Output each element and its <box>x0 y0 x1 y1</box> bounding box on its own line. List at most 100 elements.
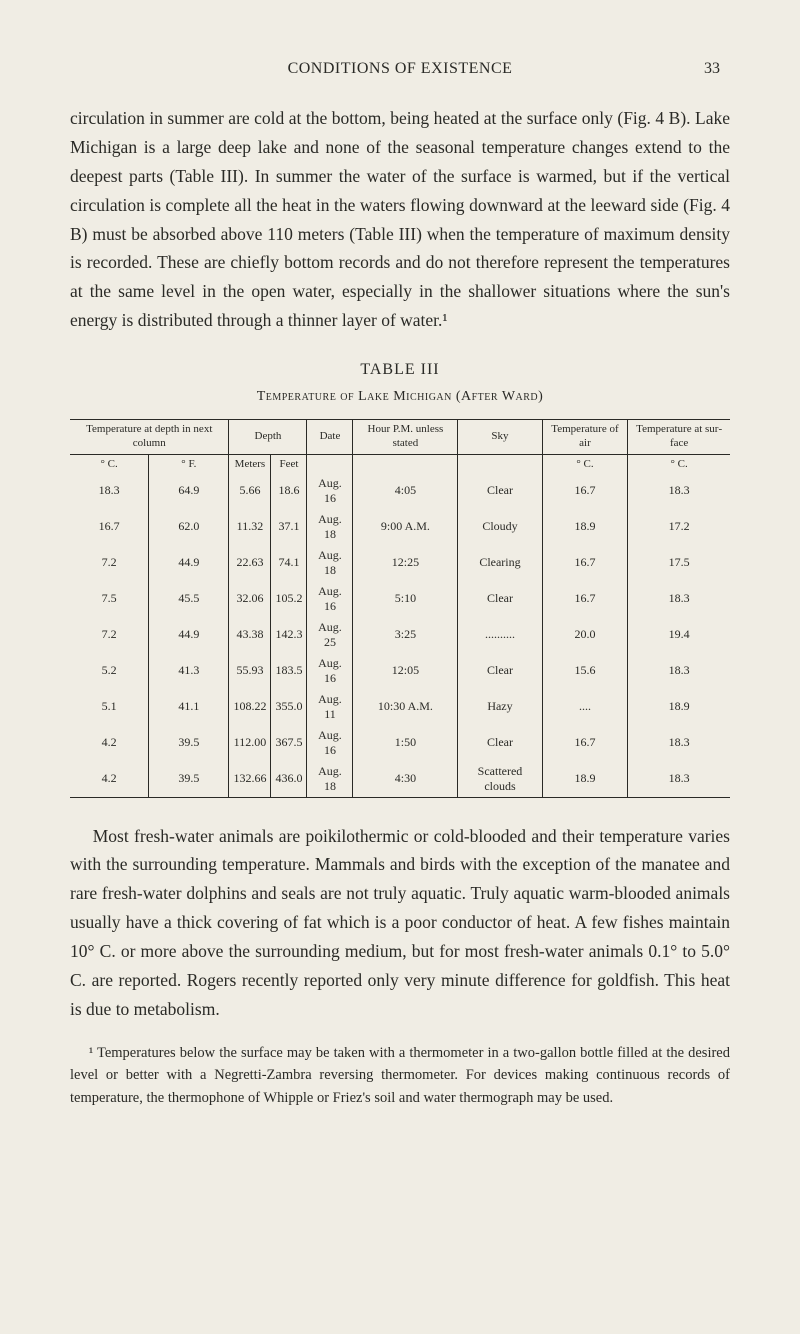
table-header-row: Temperature at depth in next column Dept… <box>70 420 730 455</box>
table-cell: 17.2 <box>628 509 730 545</box>
table-cell: 12:05 <box>353 653 458 689</box>
th-depth: Depth <box>229 420 307 455</box>
table-cell: 62.0 <box>149 509 229 545</box>
unit-meters: Meters <box>229 454 271 473</box>
table-cell: 44.9 <box>149 617 229 653</box>
table-cell: 367.5 <box>271 725 307 761</box>
table-cell: Clear <box>458 581 542 617</box>
table-cell: 4.2 <box>70 725 149 761</box>
table-cell: 18.3 <box>628 581 730 617</box>
table-cell: 39.5 <box>149 761 229 798</box>
table-cell: 16.7 <box>542 581 628 617</box>
table-cell: 16.7 <box>70 509 149 545</box>
table-row: 7.244.922.6374.1Aug. 1812:25Clearing16.7… <box>70 545 730 581</box>
table-cell: 7.2 <box>70 617 149 653</box>
table-cell: 5.1 <box>70 689 149 725</box>
table-cell: 10:30 A.M. <box>353 689 458 725</box>
table-cell: Aug. 11 <box>307 689 353 725</box>
th-hour: Hour P.M. unless stated <box>353 420 458 455</box>
table-cell: 37.1 <box>271 509 307 545</box>
table-cell: 18.3 <box>628 761 730 798</box>
units-row: ° C. ° F. Meters Feet ° C. ° C. <box>70 454 730 473</box>
table-cell: 16.7 <box>542 473 628 509</box>
table-cell: 5:10 <box>353 581 458 617</box>
table-cell: 355.0 <box>271 689 307 725</box>
paragraph-2: Most fresh-water animals are poikilother… <box>70 822 730 1024</box>
table-cell: Clear <box>458 473 542 509</box>
table-cell: 4:05 <box>353 473 458 509</box>
table-cell: 12:25 <box>353 545 458 581</box>
table-cell: 22.63 <box>229 545 271 581</box>
unit-c1: ° C. <box>70 454 149 473</box>
unit-f1: ° F. <box>149 454 229 473</box>
table-row: 7.244.943.38142.3Aug. 253:25..........20… <box>70 617 730 653</box>
running-head: CONDITIONS OF EXISTENCE 33 <box>70 60 730 78</box>
table-cell: Aug. 18 <box>307 761 353 798</box>
table-subtitle: Temperature of Lake Michigan (After Ward… <box>70 389 730 405</box>
th-temp-surf: Tem­perature at sur­face <box>628 420 730 455</box>
table-cell: 11.32 <box>229 509 271 545</box>
unit-hour-blank <box>353 454 458 473</box>
table-cell: Aug. 16 <box>307 725 353 761</box>
table-cell: Cloudy <box>458 509 542 545</box>
table-cell: 19.4 <box>628 617 730 653</box>
paragraph-1: circulation in summer are cold at the bo… <box>70 104 730 335</box>
unit-c3: ° C. <box>628 454 730 473</box>
table-cell: 18.9 <box>628 689 730 725</box>
table-cell: 112.00 <box>229 725 271 761</box>
table-cell: 43.38 <box>229 617 271 653</box>
table-cell: 18.3 <box>628 653 730 689</box>
th-sky: Sky <box>458 420 542 455</box>
table-cell: Aug. 25 <box>307 617 353 653</box>
th-date: Date <box>307 420 353 455</box>
table-cell: Aug. 16 <box>307 473 353 509</box>
table-cell: 5.2 <box>70 653 149 689</box>
table-cell: 4.2 <box>70 761 149 798</box>
table-cell: 105.2 <box>271 581 307 617</box>
table-cell: Aug. 16 <box>307 581 353 617</box>
table-cell: Aug. 16 <box>307 653 353 689</box>
table-cell: Scattered clouds <box>458 761 542 798</box>
table-cell: 39.5 <box>149 725 229 761</box>
table-cell: 45.5 <box>149 581 229 617</box>
table-cell: 41.1 <box>149 689 229 725</box>
unit-date-blank <box>307 454 353 473</box>
table-cell: 108.22 <box>229 689 271 725</box>
table-cell: 41.3 <box>149 653 229 689</box>
table-cell: 15.6 <box>542 653 628 689</box>
table-cell: 5.66 <box>229 473 271 509</box>
table-cell: Clear <box>458 725 542 761</box>
table-cell: 17.5 <box>628 545 730 581</box>
table-cell: 20.0 <box>542 617 628 653</box>
table-cell: 9:00 A.M. <box>353 509 458 545</box>
table-cell: 7.5 <box>70 581 149 617</box>
table-cell: 436.0 <box>271 761 307 798</box>
table-cell: 3:25 <box>353 617 458 653</box>
table-cell: .... <box>542 689 628 725</box>
table-row: 4.239.5132.66436.0Aug. 184:30Scattered c… <box>70 761 730 798</box>
table-cell: 16.7 <box>542 545 628 581</box>
table-cell: 18.9 <box>542 761 628 798</box>
table-cell: 44.9 <box>149 545 229 581</box>
table-cell: 64.9 <box>149 473 229 509</box>
table-cell: 132.66 <box>229 761 271 798</box>
table-cell: Clear <box>458 653 542 689</box>
unit-feet: Feet <box>271 454 307 473</box>
table-row: 4.239.5112.00367.5Aug. 161:50Clear16.718… <box>70 725 730 761</box>
th-temp-air: Tem­perature of air <box>542 420 628 455</box>
table-cell: 183.5 <box>271 653 307 689</box>
unit-c2: ° C. <box>542 454 628 473</box>
table-cell: Aug. 18 <box>307 545 353 581</box>
table-cell: 55.93 <box>229 653 271 689</box>
table-caption: TABLE III <box>70 361 730 379</box>
table-cell: 32.06 <box>229 581 271 617</box>
table-cell: 4:30 <box>353 761 458 798</box>
table-cell: Aug. 18 <box>307 509 353 545</box>
running-head-title: CONDITIONS OF EXISTENCE <box>110 60 690 78</box>
table-cell: Hazy <box>458 689 542 725</box>
table-cell: .......... <box>458 617 542 653</box>
unit-sky-blank <box>458 454 542 473</box>
table-cell: 1:50 <box>353 725 458 761</box>
table-cell: 7.2 <box>70 545 149 581</box>
table-cell: 18.9 <box>542 509 628 545</box>
